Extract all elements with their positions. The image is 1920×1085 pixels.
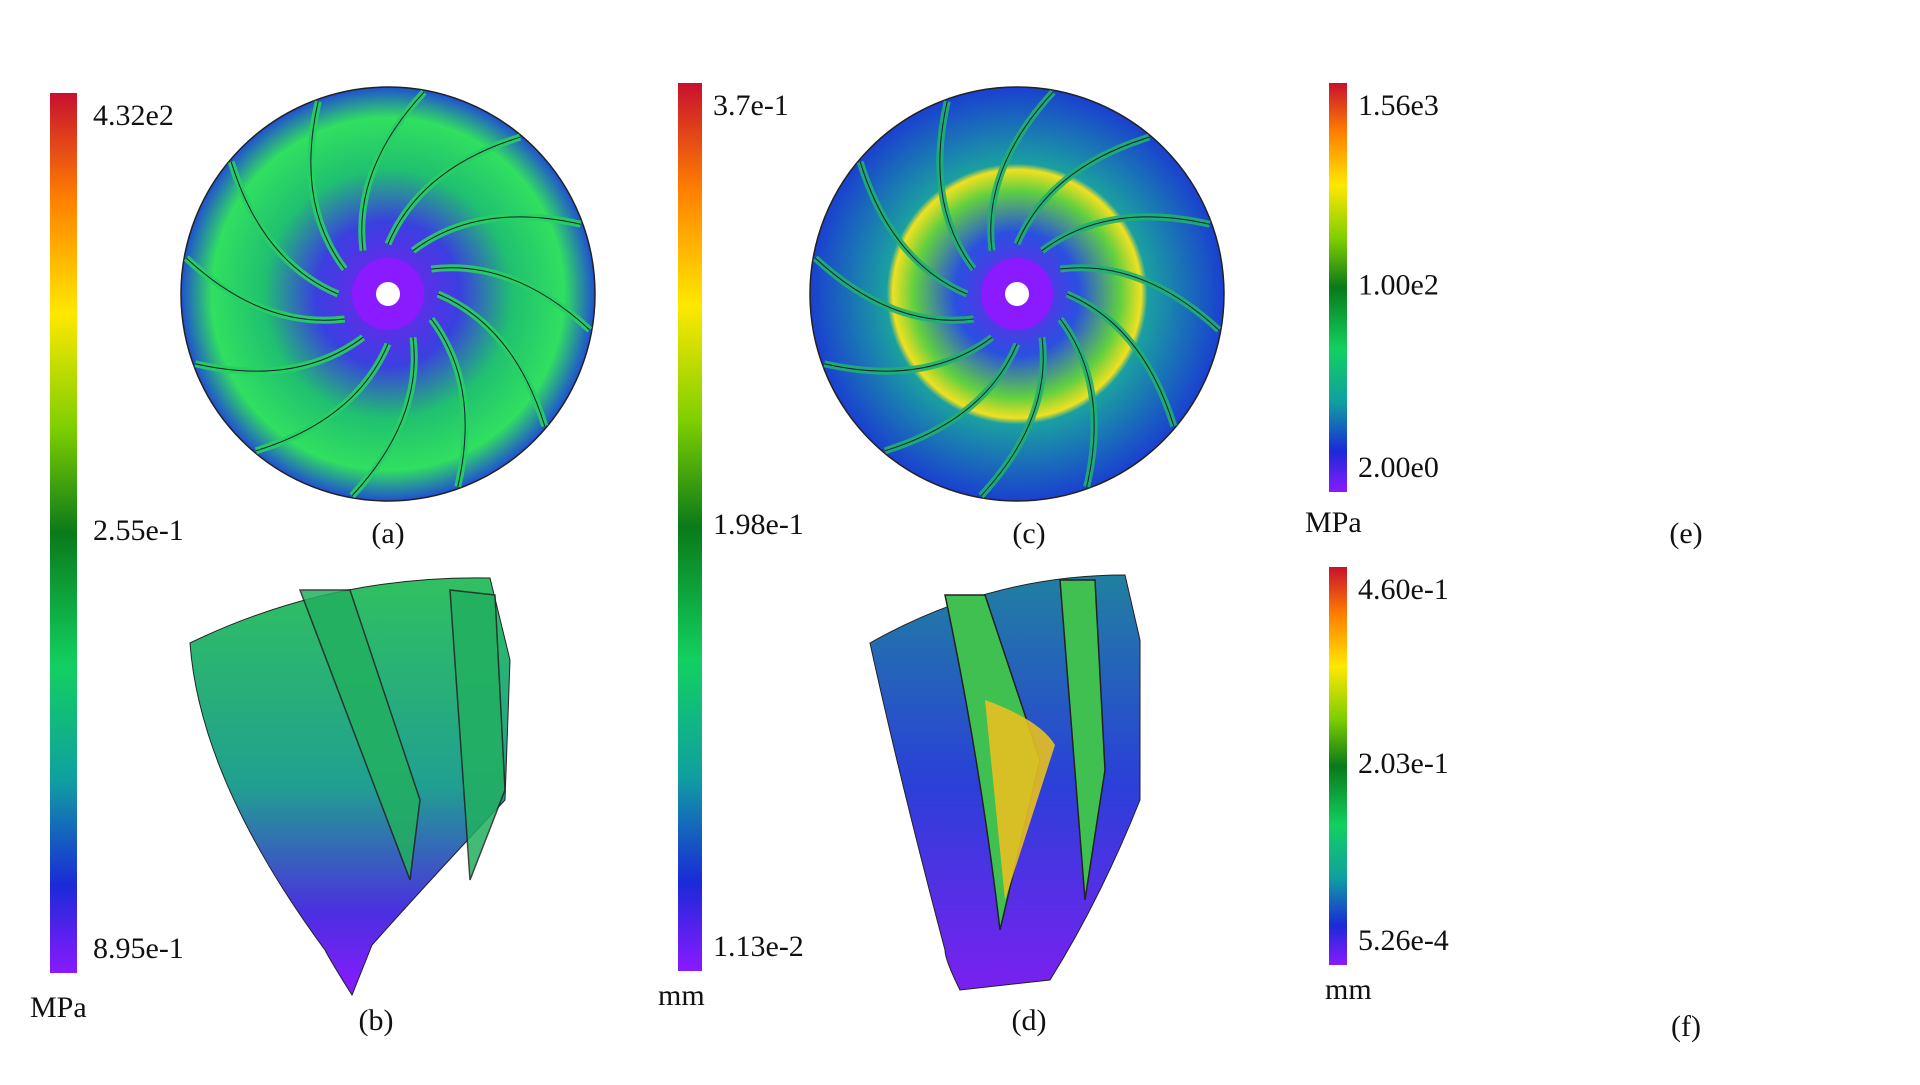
colorbar-label: 3.7e-1: [713, 89, 789, 122]
colorbar: [678, 83, 702, 971]
panel-label: (a): [371, 517, 404, 550]
colorbar: [1329, 83, 1347, 492]
colorbar-unit: MPa: [1305, 506, 1362, 539]
colorbars: 4.32e22.55e-18.95e-1MPa3.7e-11.98e-11.13…: [30, 83, 1449, 1024]
colorbar-label: 4.32e2: [93, 99, 174, 132]
blade-edge: [1016, 136, 1150, 245]
blade-edge: [361, 91, 425, 251]
panel-label: (b): [359, 1004, 394, 1037]
colorbar-label: 8.95e-1: [93, 932, 184, 965]
panel-labels: (a) (b) (c) (d) (e) (f): [359, 517, 1703, 1043]
colorbar-label: 1.56e3: [1358, 89, 1439, 122]
panel-label: (e): [1669, 517, 1702, 550]
blade-edge: [990, 91, 1054, 251]
blade-edge: [185, 257, 345, 321]
blade-edge: [939, 101, 975, 270]
colorbar-unit: mm: [1325, 973, 1372, 1006]
blade-edge: [884, 343, 1018, 452]
blade-edge: [437, 293, 546, 427]
panel-label: (c): [1012, 517, 1045, 550]
colorbar-label: 1.98e-1: [713, 508, 804, 541]
sector-blade: [298, 589, 506, 881]
colorbar-label: 2.55e-1: [93, 514, 184, 547]
blade-edge: [387, 136, 521, 245]
blade-edge: [255, 343, 389, 452]
colorbar-label: 5.26e-4: [1358, 924, 1449, 957]
colorbar-label: 2.00e0: [1358, 451, 1439, 484]
blade-edge: [351, 337, 415, 497]
colorbar: [1329, 567, 1347, 965]
blade-edge: [431, 267, 591, 331]
blade-edge: [412, 216, 581, 252]
blade-edge: [430, 318, 466, 487]
colorbar-label: 1.13e-2: [713, 930, 804, 963]
blade-edge: [1041, 216, 1210, 252]
hot-spot: [985, 700, 1055, 900]
blade-edge: [824, 336, 993, 372]
colorbar-unit: mm: [658, 979, 705, 1012]
colorbar-label: 2.03e-1: [1358, 747, 1449, 780]
sector-stress: [189, 577, 511, 997]
blade-edge: [859, 161, 968, 295]
colorbar-label: 1.00e2: [1358, 268, 1439, 301]
blade-edge: [980, 337, 1044, 497]
blade-edge: [814, 257, 974, 321]
blade-edge: [195, 336, 364, 372]
panel-label: (d): [1012, 1004, 1047, 1037]
blade-edge: [1059, 318, 1095, 487]
impeller-top-stress: [180, 86, 596, 502]
colorbar: [50, 93, 77, 973]
panel-label: (f): [1671, 1010, 1701, 1043]
blade-edge: [310, 101, 346, 270]
impeller-top-displacement: [809, 86, 1225, 502]
blade-edge: [230, 161, 339, 295]
blade-edge: [1060, 267, 1220, 331]
blade-edge: [1066, 293, 1175, 427]
colorbar-unit: MPa: [30, 991, 87, 1024]
colorbar-label: 4.60e-1: [1358, 573, 1449, 606]
